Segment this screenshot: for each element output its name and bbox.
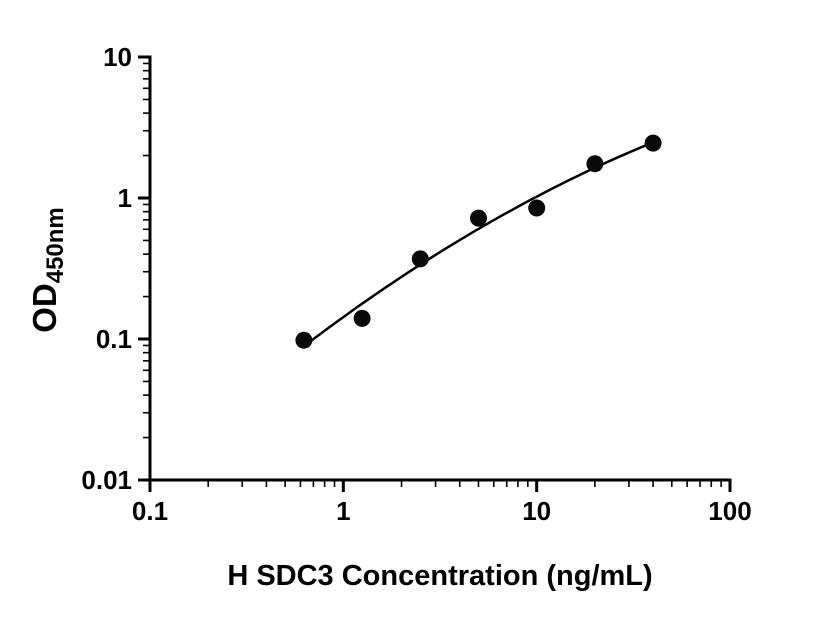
x-axis-title: H SDC3 Concentration (ng/mL) — [227, 560, 652, 592]
y-tick-label: 0.1 — [96, 324, 132, 354]
data-point — [586, 155, 604, 173]
y-tick-label: 1 — [118, 183, 132, 213]
data-point — [353, 309, 371, 327]
y-axis-title-subscript: 450nm — [42, 207, 69, 283]
data-point — [644, 134, 662, 152]
axis-spines — [148, 55, 732, 482]
y-tick-label: 0.01 — [81, 465, 132, 495]
data-point — [411, 250, 429, 268]
data-point — [528, 199, 546, 217]
y-axis-title: OD450nm — [26, 207, 69, 333]
data-point — [470, 209, 487, 227]
data-point — [295, 331, 313, 349]
y-tick-label: 10 — [103, 42, 132, 72]
x-tick-label: 100 — [708, 496, 751, 526]
x-tick-label: 0.1 — [132, 496, 168, 526]
x-tick-label: 1 — [336, 496, 350, 526]
x-tick-label: 10 — [522, 496, 551, 526]
y-axis-title-main: OD — [26, 283, 63, 333]
